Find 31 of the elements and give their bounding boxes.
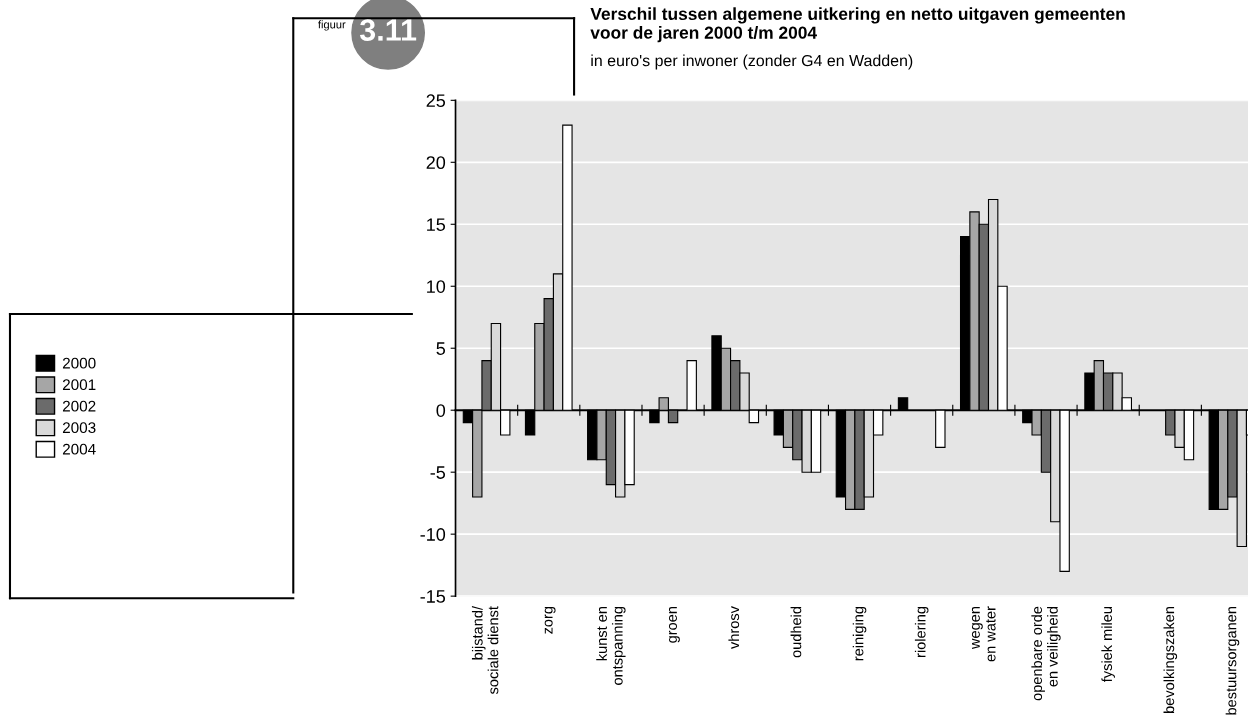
text: 3.11	[359, 19, 417, 41]
x-tick-label: riolering	[914, 606, 929, 657]
x-tick-label: bijstand/ sociale dienst	[471, 606, 499, 695]
x-tick-label: vhrosv	[728, 606, 740, 649]
y-tick-label: 15	[427, 218, 446, 231]
y-tick-label: 0	[436, 404, 446, 417]
legend-label: 2001	[62, 379, 96, 391]
legend-label: 2004	[62, 443, 96, 455]
text: figuur	[318, 20, 346, 31]
chart-title: Verschil tussen algemene uitkering en netto uitgaven gemeenten voor de jaren 2000 t/m 2004	[590, 7, 1125, 43]
y-tick-label: 25	[426, 94, 446, 108]
chart-subtitle: in euro's per inwoner (zonder G4 en Wadden)	[591, 54, 913, 70]
x-tick-label: fysiek mileu	[1101, 607, 1115, 683]
y-tick-label: -5	[430, 466, 446, 479]
x-tick-label: openbare orde en veiligheid	[1031, 606, 1061, 701]
y-tick-label: 10	[427, 280, 446, 293]
x-tick-label: groen	[668, 607, 680, 643]
x-tick-label: zorg	[544, 606, 556, 634]
legend-label: 2003	[62, 422, 96, 434]
y-tick-label: 20	[426, 156, 446, 170]
legend-label: 2002	[62, 400, 96, 412]
y-tick-label: -15	[420, 590, 446, 603]
x-tick-label: oudheid	[790, 606, 802, 658]
y-tick-label: 5	[436, 342, 446, 355]
y-tick-label: -10	[420, 528, 446, 541]
x-tick-label: bestuursorganen	[1225, 606, 1240, 715]
x-tick-label: reiniging	[852, 606, 867, 661]
x-tick-label: bevolkingszaken	[1163, 607, 1178, 713]
x-tick-label: wegen en water	[971, 606, 996, 662]
legend-label: 2000	[62, 357, 96, 369]
x-tick-label: kunst en ontspanning	[596, 606, 626, 685]
